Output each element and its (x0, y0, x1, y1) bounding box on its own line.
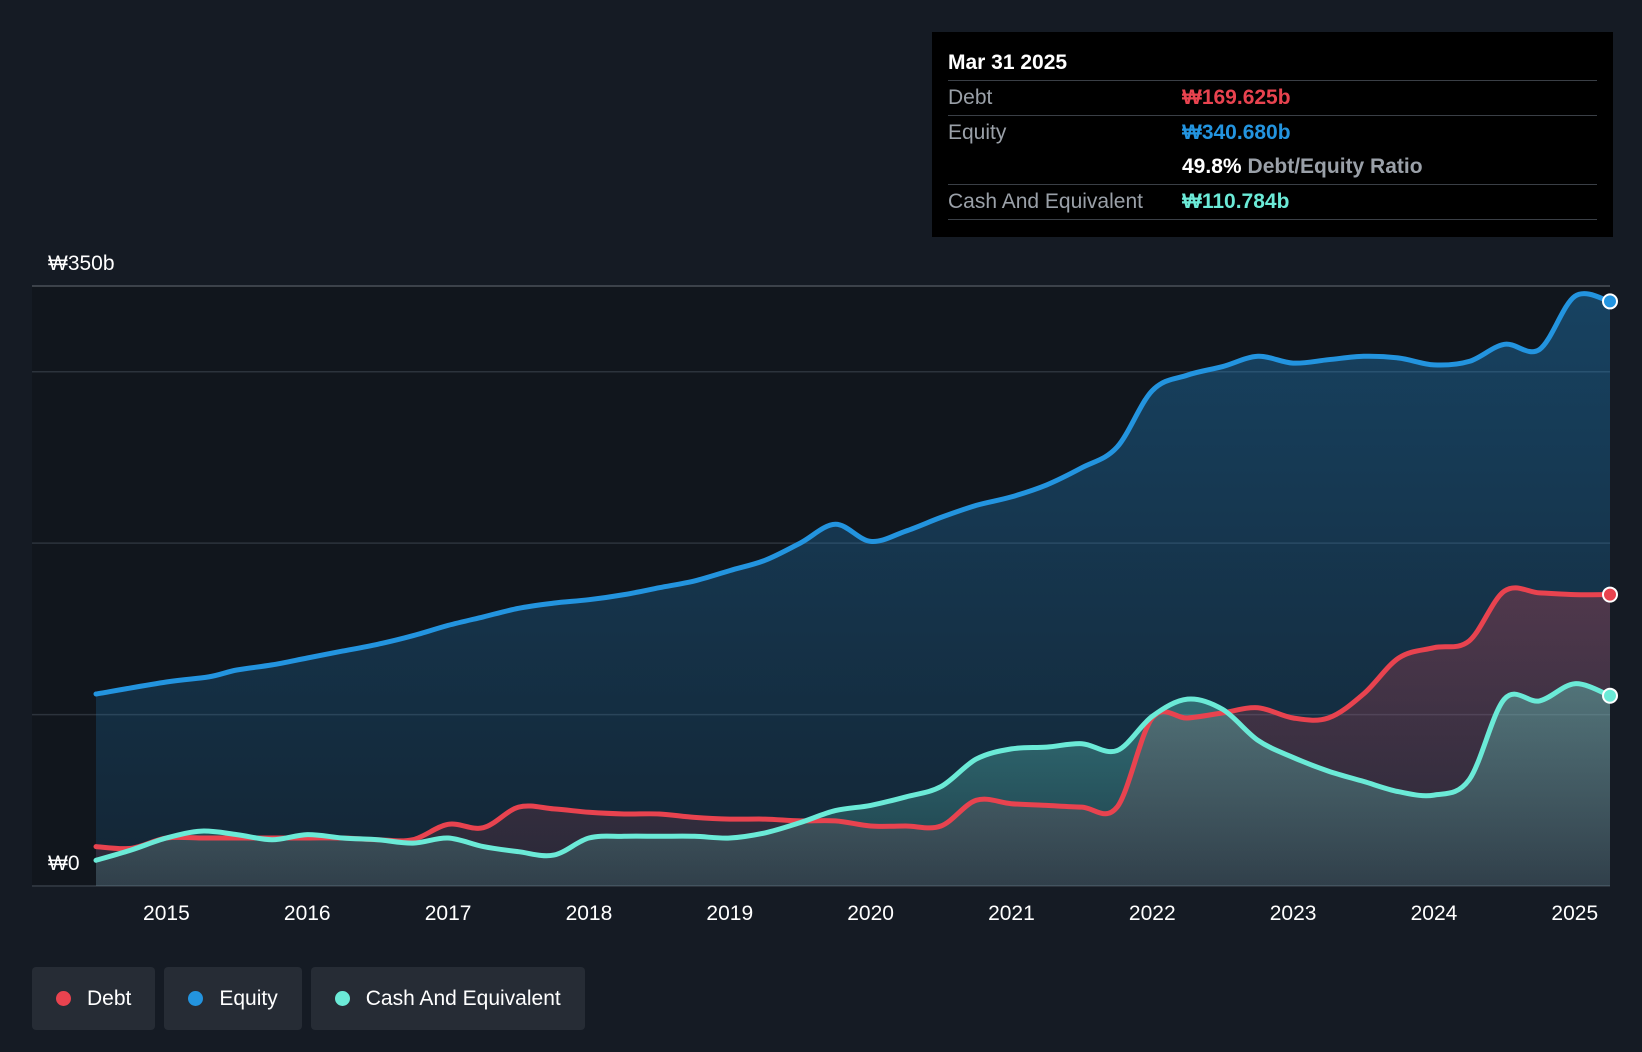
legend-item-equity[interactable]: Equity (164, 967, 302, 1030)
x-tick-label: 2020 (847, 902, 894, 925)
equity-dot-icon (188, 991, 204, 1006)
x-tick-label: 2016 (284, 902, 331, 925)
legend-item-cash[interactable]: Cash And Equivalent (310, 967, 585, 1030)
tooltip-debt-row: Debt ₩169.625b (948, 80, 1597, 115)
cash-line (93, 681, 1613, 863)
x-tick-label: 2018 (566, 902, 613, 925)
y-label-bottom: ₩0 (48, 852, 80, 875)
x-tick-label: 2023 (1270, 902, 1317, 925)
x-tick-label: 2025 (1551, 902, 1598, 925)
tooltip-equity-value: ₩340.680b (1182, 121, 1291, 144)
tooltip-cash-row: Cash And Equivalent ₩110.784b (948, 184, 1597, 219)
x-tick-label: 2017 (425, 902, 472, 925)
tooltip-ratio-row: 49.8% Debt/Equity Ratio (948, 150, 1597, 184)
y-label-top: ₩350b (48, 252, 115, 275)
tooltip-cash-label: Cash And Equivalent (948, 190, 1143, 213)
tooltip-ratio-value: 49.8% (1182, 155, 1242, 178)
cash-dot-icon (334, 991, 350, 1006)
legend-item-debt[interactable]: Debt (32, 967, 156, 1030)
tooltip-debt-label: Debt (948, 86, 993, 109)
x-tick-label: 2024 (1411, 902, 1458, 925)
tooltip-equity-row: Equity ₩340.680b (948, 115, 1597, 150)
series-lines (93, 291, 1613, 863)
legend: Debt Equity Cash And Equivalent (32, 967, 585, 1030)
x-tick-label: 2022 (1129, 902, 1176, 925)
cash-endpoint (1602, 687, 1618, 704)
x-tick-label: 2019 (706, 902, 753, 925)
equity-endpoint (1602, 293, 1618, 310)
debt-dot-icon (56, 991, 71, 1006)
series-endpoints (1602, 293, 1618, 704)
tooltip-debt-value: ₩169.625b (1182, 86, 1291, 109)
tooltip-equity-label: Equity (948, 121, 1007, 144)
tooltip-date: Mar 31 2025 (948, 51, 1068, 74)
cash-area (96, 683, 1610, 886)
x-tick-label: 2021 (988, 902, 1035, 925)
series-areas (96, 293, 1610, 886)
x-tick-label: 2015 (143, 902, 190, 925)
legend-label-equity: Equity (219, 986, 278, 1010)
equity-line (93, 291, 1613, 697)
tooltip-cash-value: ₩110.784b (1182, 190, 1290, 213)
tooltip-ratio-label: Debt/Equity Ratio (1247, 155, 1423, 178)
legend-label-debt: Debt (87, 986, 132, 1010)
tooltip: Mar 31 2025 Debt ₩169.625b Equity ₩340.6… (932, 32, 1613, 237)
legend-label-cash: Cash And Equivalent (365, 986, 561, 1010)
x-axis: 2015 2016 2017 2018 2019 2020 2021 2022 2023 2024… (143, 902, 1598, 925)
debt-endpoint (1602, 586, 1618, 603)
